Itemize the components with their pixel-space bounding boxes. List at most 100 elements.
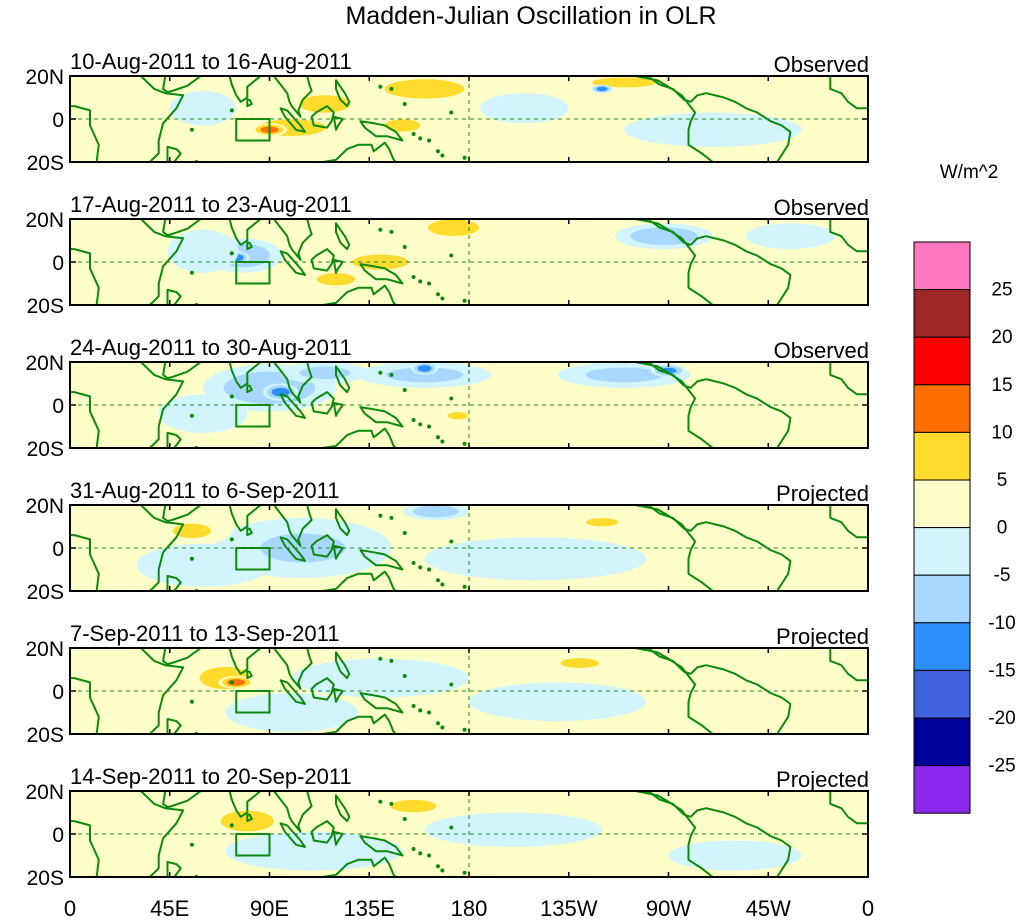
island [389, 658, 394, 663]
panel-kind-label: Observed [774, 52, 869, 77]
island [418, 279, 423, 284]
olr-anomaly-contour [299, 95, 351, 113]
island [389, 515, 394, 520]
island [449, 539, 454, 544]
island [449, 110, 454, 115]
coastline [279, 107, 306, 133]
olr-anomaly-contour [668, 650, 758, 672]
coastline [829, 362, 868, 396]
coastline [162, 362, 202, 380]
island [427, 853, 432, 858]
y-tick-label: 20S [27, 438, 64, 461]
coastline [70, 362, 185, 448]
panel-period-label: 7-Sep-2011 to 13-Sep-2011 [70, 621, 340, 646]
island [229, 823, 234, 828]
y-tick-label: 20S [27, 581, 64, 604]
y-tick-label: 0 [52, 395, 64, 418]
olr-anomaly-contour [469, 227, 580, 262]
olr-anomaly-contour [136, 543, 270, 587]
coastline [321, 427, 397, 448]
coastline [70, 505, 185, 591]
coastline [310, 105, 335, 129]
panel-kind-label: Projected [776, 767, 869, 792]
coastline [70, 219, 185, 305]
coastline [162, 648, 202, 666]
olr-anomaly-contour [424, 537, 647, 581]
island [427, 567, 432, 572]
x-tick-label: 45E [150, 896, 189, 920]
colorbar-level-label: 20 [991, 327, 1012, 348]
olr-anomaly-contour [480, 93, 569, 124]
island [418, 708, 423, 713]
olr-anomaly-contour [412, 505, 459, 518]
olr-anomaly-contour [469, 682, 647, 722]
olr-anomaly-contour [447, 412, 469, 420]
coastline [219, 505, 262, 532]
index-box [235, 690, 271, 714]
panel-kind-label: Projected [776, 624, 869, 649]
colorbar-swatch [913, 765, 971, 814]
olr-anomaly-contour [592, 77, 657, 88]
coastline [166, 861, 182, 877]
coastline [321, 856, 397, 877]
colorbar-swatch [913, 431, 971, 481]
coastline [829, 505, 868, 539]
island [378, 370, 383, 375]
island [440, 582, 445, 587]
panel-period-label: 14-Sep-2011 to 20-Sep-2011 [70, 764, 352, 789]
panel-kind-label: Observed [774, 195, 869, 220]
island [427, 138, 432, 143]
coastline [634, 219, 792, 305]
coastline [272, 76, 313, 118]
colorbar-level-label: -20 [988, 708, 1015, 729]
olr-anomaly-contour [92, 110, 159, 150]
coastline [359, 835, 404, 857]
olr-field [70, 219, 868, 305]
coastline [246, 98, 253, 108]
coastline [335, 222, 351, 251]
island [449, 825, 454, 830]
y-tick-label: 20S [27, 724, 64, 747]
coastline [246, 813, 253, 823]
coastline [246, 527, 253, 537]
x-tick-label: 90W [646, 896, 691, 920]
coastline [359, 549, 404, 571]
olr-anomaly-contour [427, 219, 480, 236]
coastline [279, 250, 306, 276]
coastline [219, 76, 262, 103]
island [378, 799, 383, 804]
coastline [634, 505, 792, 591]
coastline [279, 822, 306, 848]
coastline [272, 505, 313, 547]
olr-anomaly-contour [225, 693, 359, 732]
panel: 20N 0 20S 24-Aug-2011 to 30-Aug-2011 Observe… [25, 335, 869, 461]
olr-anomaly-contour [172, 523, 212, 539]
island [378, 84, 383, 89]
y-tick-label: 20N [25, 209, 64, 232]
island [440, 153, 445, 158]
olr-anomaly-contour [291, 658, 469, 698]
olr-field [70, 648, 868, 734]
coastline [272, 362, 313, 404]
island [411, 132, 416, 137]
coastline [310, 820, 335, 844]
y-tick-label: 0 [52, 681, 64, 704]
coastline [321, 713, 397, 734]
coastline [335, 79, 351, 108]
olr-anomaly-contour [101, 253, 164, 293]
island [402, 530, 407, 535]
colorbar-swatch [913, 574, 971, 624]
olr-anomaly-contour [158, 394, 248, 433]
coastline [279, 679, 306, 705]
olr-anomaly-contour [557, 799, 625, 817]
coastline [332, 115, 344, 131]
island [427, 424, 432, 429]
island [462, 155, 467, 160]
colorbar-swatch [913, 336, 971, 386]
y-tick-label: 0 [52, 538, 64, 561]
coastline [332, 401, 344, 417]
island [440, 868, 445, 873]
y-tick-label: 20S [27, 867, 64, 890]
island [418, 136, 423, 141]
